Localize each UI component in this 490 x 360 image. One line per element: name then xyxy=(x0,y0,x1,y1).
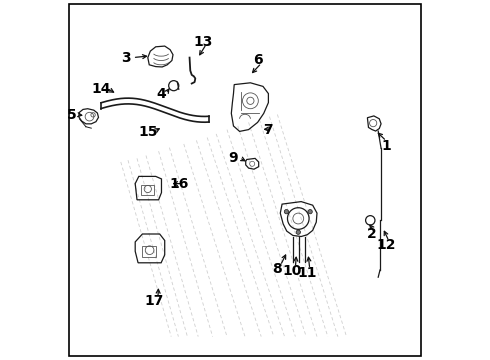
Text: 7: 7 xyxy=(264,123,273,137)
Text: 16: 16 xyxy=(170,177,189,191)
Text: 17: 17 xyxy=(145,294,164,307)
Text: 4: 4 xyxy=(157,87,167,101)
Text: 5: 5 xyxy=(67,108,76,122)
Text: 1: 1 xyxy=(382,139,392,153)
Circle shape xyxy=(296,230,300,234)
Text: 10: 10 xyxy=(283,264,302,278)
Text: 8: 8 xyxy=(272,262,282,276)
Text: 11: 11 xyxy=(297,266,317,280)
Text: 6: 6 xyxy=(253,54,263,67)
Text: 14: 14 xyxy=(91,82,111,96)
Bar xyxy=(143,246,156,257)
Bar xyxy=(141,185,154,195)
Text: 15: 15 xyxy=(138,126,158,139)
Text: 12: 12 xyxy=(376,238,396,252)
Circle shape xyxy=(284,210,289,214)
Text: 2: 2 xyxy=(367,227,377,241)
Text: 13: 13 xyxy=(193,36,213,49)
Circle shape xyxy=(308,210,312,214)
Text: 3: 3 xyxy=(121,51,130,65)
Text: 9: 9 xyxy=(229,152,238,165)
